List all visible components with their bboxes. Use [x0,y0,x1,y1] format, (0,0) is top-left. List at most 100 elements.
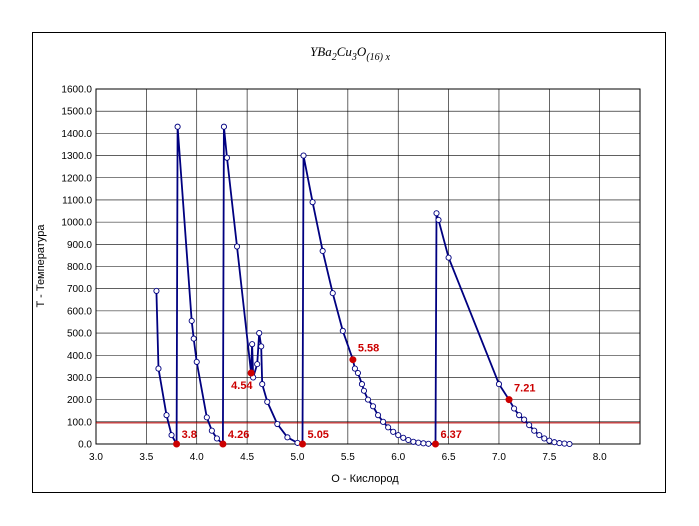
data-point [329,290,336,297]
data-point [405,436,412,444]
data-point [410,438,417,445]
chart-title: YBa2Cu3O(16) x [310,44,390,63]
x-tick-label: 4.5 [240,452,254,463]
data-point [385,424,392,431]
data-point [433,210,440,217]
data-point [541,435,548,442]
data-point [420,440,427,447]
data-point [400,434,407,441]
highlight-label: 5.05 [308,429,329,441]
data-point [163,412,170,419]
data-point [521,416,528,423]
x-tick-label: 7.5 [542,452,556,463]
data-point [174,123,181,130]
highlight-label: 3.8 [182,429,197,441]
y-tick-label: 200.0 [67,395,92,406]
y-tick-label: 1400.0 [61,129,92,140]
data-point [415,439,422,446]
y-tick-label: 300.0 [67,373,92,384]
y-tick-label: 1600.0 [61,85,92,96]
data-point [536,432,543,439]
data-point [526,422,533,429]
data-point [155,365,162,372]
data-point [495,381,503,388]
y-tick-label: 1200.0 [61,173,92,184]
highlight-point [247,369,255,377]
x-tick-label: 3.0 [89,452,103,463]
y-tick-label: 400.0 [67,351,92,362]
y-tick-label: 1100.0 [62,195,92,206]
y-tick-label: 900.0 [67,240,92,251]
data-point [435,216,442,223]
y-tick-label: 1500.0 [61,107,92,118]
data-point [354,369,361,377]
data-point [220,123,227,130]
data-point [300,152,307,159]
data-point [188,317,195,324]
data-point [511,405,518,412]
x-tick-label: 4.0 [190,452,204,463]
x-axis-label: O - Кислород [331,473,399,485]
data-point [339,327,346,334]
data-point [556,440,563,447]
data-point [445,254,452,261]
y-tick-label: 1000.0 [61,218,92,229]
highlight-label: 4.26 [228,429,249,441]
data-point [208,427,215,434]
data-point [233,243,241,250]
highlight-point [505,396,513,404]
data-point [256,330,263,337]
data-point [395,432,402,439]
data-point [375,412,382,419]
x-tick-label: 3.5 [139,452,153,463]
highlight-point [431,440,439,448]
data-point [390,428,397,435]
highlight-point [349,356,357,364]
data-point [531,427,538,434]
y-tick-label: 0.0 [78,440,92,451]
x-tick-label: 8.0 [593,452,607,463]
y-tick-label: 100.0 [67,417,92,428]
data-point [264,398,271,405]
data-point [223,154,231,161]
data-point [309,199,316,206]
y-tick-label: 600.0 [67,306,92,317]
series-line [221,126,303,445]
data-point [546,437,553,444]
data-point [254,361,261,368]
data-point [551,439,558,446]
x-tick-label: 6.5 [442,452,456,463]
data-point [360,387,368,394]
x-tick-label: 5.0 [291,452,305,463]
data-point [351,365,358,372]
highlight-label: 7.21 [514,383,535,395]
highlight-label: 5.58 [358,343,379,355]
data-point [259,381,266,388]
data-point [249,341,256,348]
data-point [284,434,291,441]
highlight-point [173,440,181,448]
data-point [168,432,175,439]
data-point [213,435,220,442]
x-tick-label: 6.0 [391,452,405,463]
x-tick-label: 7.0 [492,452,506,463]
y-tick-label: 1300.0 [61,151,92,162]
y-tick-label: 700.0 [67,284,92,295]
highlight-label: 4.54 [231,380,253,392]
data-point [258,343,265,350]
y-tick-label: 800.0 [67,262,92,273]
highlight-label: 6.37 [440,429,461,441]
highlight-point [299,440,307,448]
data-point [153,287,160,294]
data-point [516,412,523,419]
data-point [193,358,200,365]
data-point [380,418,387,425]
data-point [369,403,377,410]
data-point [203,414,210,421]
data-point [319,247,326,255]
data-point [425,440,432,447]
plot-area: 0.0 100.0 200.0 300.0 400.0 500.0 600.0 700.0 80… [61,85,641,463]
y-tick-label: 500.0 [67,329,92,340]
y-axis-label: T - Температура [35,224,47,308]
